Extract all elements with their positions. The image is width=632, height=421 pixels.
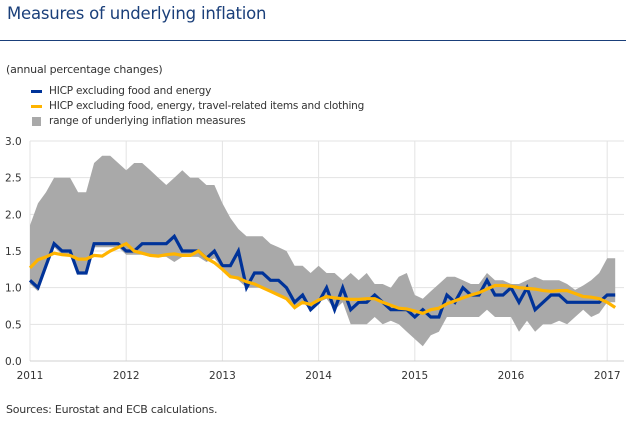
legend-label: range of underlying inflation measures [49,115,246,127]
x-tick-label: 2017 [594,370,621,382]
series-lines [28,233,617,320]
y-tick-label: 1.0 [5,283,22,295]
range-band [30,155,616,347]
chart-title: Measures of underlying inflation [7,4,267,23]
x-tick-label: 2013 [209,370,236,382]
range-area [30,155,616,347]
y-tick-label: 1.5 [5,246,22,258]
legend-swatch-gray [32,117,41,126]
x-tick-label: 2011 [17,370,44,382]
source-note: Sources: Eurostat and ECB calculations. [6,403,218,416]
y-tick-label: 0.5 [5,319,22,331]
y-tick-label: 2.5 [5,173,22,185]
y-tick-label: 2.0 [5,209,22,221]
series-line-core-excl-travel [28,241,617,315]
title-divider [0,40,626,41]
legend-swatch-yellow [31,105,42,108]
x-tick-label: 2015 [401,370,428,382]
x-tick-label: 2014 [305,370,332,382]
legend-swatch-blue [31,90,42,93]
x-tick-label: 2016 [498,370,525,382]
chart-subtitle: (annual percentage changes) [6,63,163,76]
y-tick-label: 0.0 [5,356,22,368]
x-axis: 2011 2012 2013 2014 2015 2016 2017 [17,370,621,382]
y-tick-label: 3.0 [5,136,22,148]
x-tick-label: 2012 [113,370,140,382]
legend-label: HICP excluding food and energy [49,85,212,97]
y-axis: 0.0 0.5 1.0 1.5 2.0 2.5 3.0 [5,136,624,368]
series-line-core [28,233,616,320]
legend-label: HICP excluding food, energy, travel-rela… [49,100,365,112]
